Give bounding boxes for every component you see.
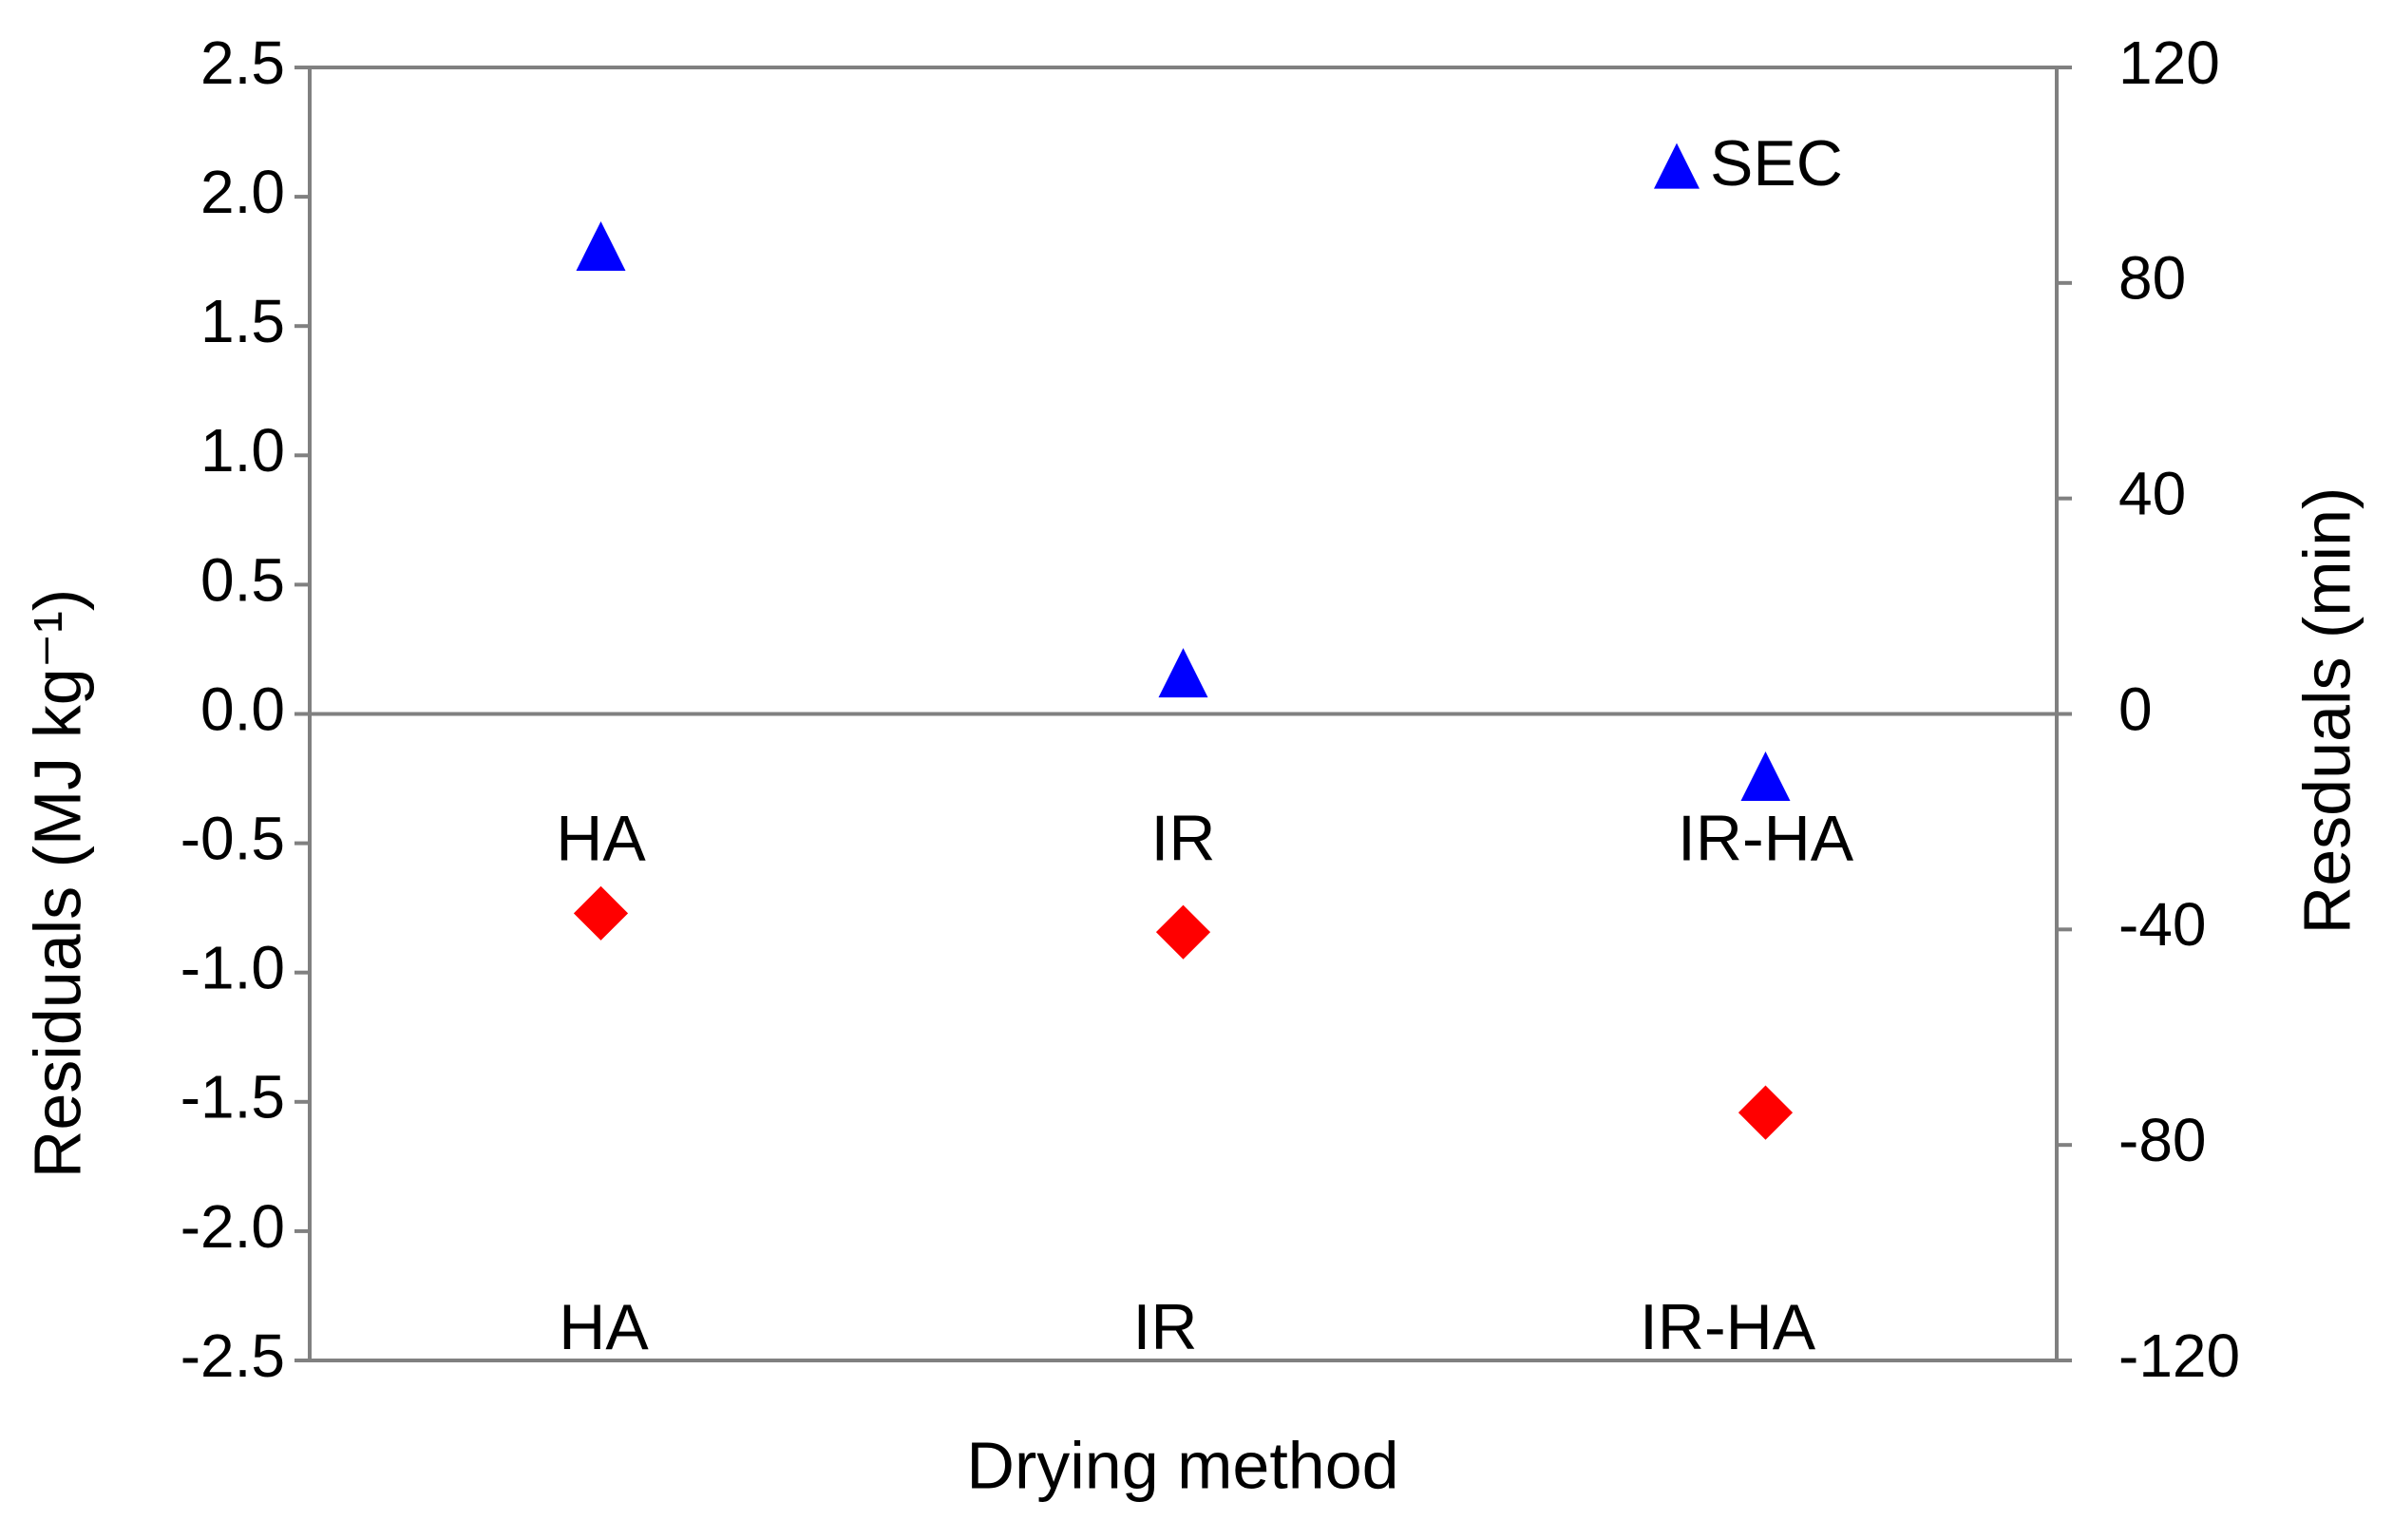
y-tick-label: 2.0 (200, 158, 285, 226)
marker (573, 885, 629, 941)
legend-marker (1654, 143, 1700, 189)
y-tick-label: 0.0 (200, 675, 285, 743)
category-label: IR (1151, 803, 1216, 875)
y-tick-label: 0.5 (200, 545, 285, 614)
marker (576, 220, 626, 271)
y-tick-label: -1.5 (180, 1063, 285, 1131)
x-tick-label: IR-HA (1640, 1291, 1816, 1363)
y2-tick-label: -40 (2118, 890, 2207, 959)
category-label: HA (556, 803, 646, 875)
legend-label: SEC (1710, 127, 1843, 200)
y2-tick-label: -120 (2118, 1321, 2240, 1390)
y-tick-label: 2.5 (200, 29, 285, 97)
y2-tick-label: 120 (2118, 29, 2220, 97)
y-tick-label: -2.5 (180, 1321, 285, 1390)
marker (1740, 751, 1791, 801)
y-tick-label: -0.5 (180, 805, 285, 873)
y-tick-label: -1.0 (180, 934, 285, 1002)
y2-axis-title: Resduals (min) (2289, 487, 2364, 935)
x-tick-label: IR (1133, 1291, 1198, 1363)
y2-tick-label: 40 (2118, 460, 2186, 528)
y-tick-label: 1.0 (200, 416, 285, 485)
y2-tick-label: -80 (2118, 1106, 2207, 1174)
marker (1158, 648, 1208, 698)
x-tick-label: HA (559, 1291, 649, 1363)
y2-tick-label: 80 (2118, 244, 2186, 313)
y-axis-title: Residuals (MJ kg⁻¹) (20, 589, 94, 1178)
y2-tick-label: 0 (2118, 675, 2153, 743)
marker (1738, 1085, 1794, 1140)
category-label: IR-HA (1678, 803, 1854, 875)
marker (1155, 904, 1211, 960)
x-axis-title: Drying method (966, 1428, 1398, 1502)
y-tick-label: 1.5 (200, 287, 285, 355)
y-tick-label: -2.0 (180, 1192, 285, 1261)
